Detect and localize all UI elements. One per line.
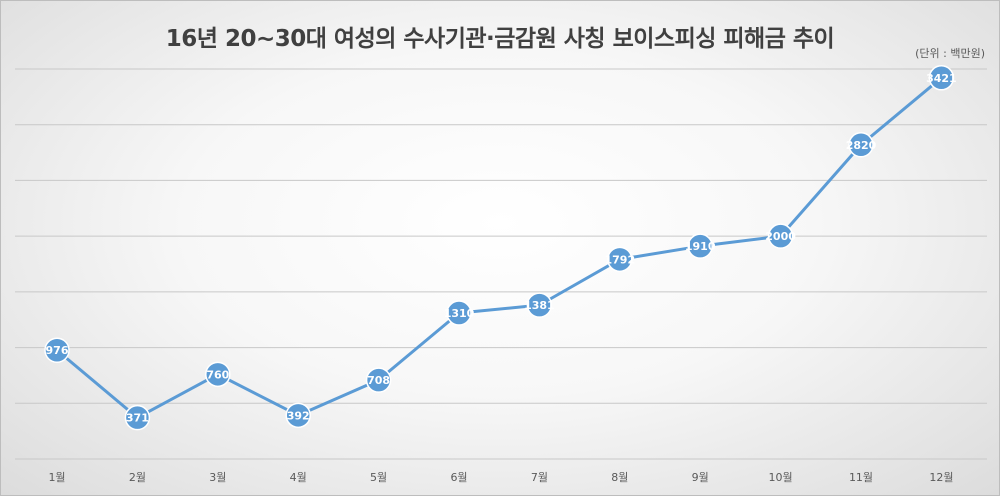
data-label: 3421 bbox=[926, 72, 957, 85]
x-tick-label: 7월 bbox=[531, 471, 548, 484]
data-point bbox=[365, 367, 392, 393]
x-tick-label: 6월 bbox=[450, 471, 467, 484]
data-label: 976 bbox=[46, 344, 69, 357]
data-point bbox=[928, 65, 955, 91]
x-tick-label: 5월 bbox=[370, 471, 387, 484]
data-point bbox=[848, 132, 874, 158]
data-label: 371 bbox=[126, 412, 149, 425]
chart-title: 16년 20~30대 여성의 수사기관·금감원 사칭 보이스피싱 피해금 추이 bbox=[165, 26, 835, 52]
data-point bbox=[205, 361, 231, 388]
x-tick-label: 11월 bbox=[849, 471, 873, 484]
data-label: 1792 bbox=[604, 253, 635, 266]
data-point bbox=[687, 233, 713, 259]
unit-note: (단위 : 백만원) bbox=[915, 47, 985, 60]
data-label: 1310 bbox=[444, 307, 475, 320]
data-point bbox=[285, 402, 311, 429]
data-label: 760 bbox=[206, 368, 229, 381]
data-point bbox=[607, 246, 633, 273]
series-line bbox=[56, 76, 943, 420]
data-point bbox=[446, 300, 472, 326]
data-label: 2000 bbox=[765, 230, 796, 243]
data-label: 708 bbox=[367, 374, 390, 387]
data-label: 2820 bbox=[846, 139, 877, 152]
x-tick-label: 2월 bbox=[129, 471, 146, 484]
data-point bbox=[526, 292, 553, 318]
data-label: 392 bbox=[287, 409, 310, 422]
x-tick-label: 8월 bbox=[611, 471, 628, 484]
x-tick-label: 10월 bbox=[769, 471, 793, 484]
data-point bbox=[44, 337, 70, 363]
x-tick-label: 12월 bbox=[929, 471, 953, 484]
data-label: 1381 bbox=[524, 299, 555, 312]
data-point bbox=[767, 223, 794, 249]
gridlines bbox=[15, 68, 987, 460]
data-point bbox=[124, 404, 151, 431]
x-tick-label: 3월 bbox=[209, 471, 226, 484]
x-axis-ticks: 1월 2월 3월 4월 5월 6월 7월 8월 9월 10월 11월 12월 bbox=[48, 471, 953, 484]
x-tick-label: 9월 bbox=[692, 471, 709, 484]
x-tick-label: 1월 bbox=[48, 471, 65, 484]
data-label: 1910 bbox=[685, 240, 716, 253]
x-tick-label: 4월 bbox=[290, 471, 307, 484]
